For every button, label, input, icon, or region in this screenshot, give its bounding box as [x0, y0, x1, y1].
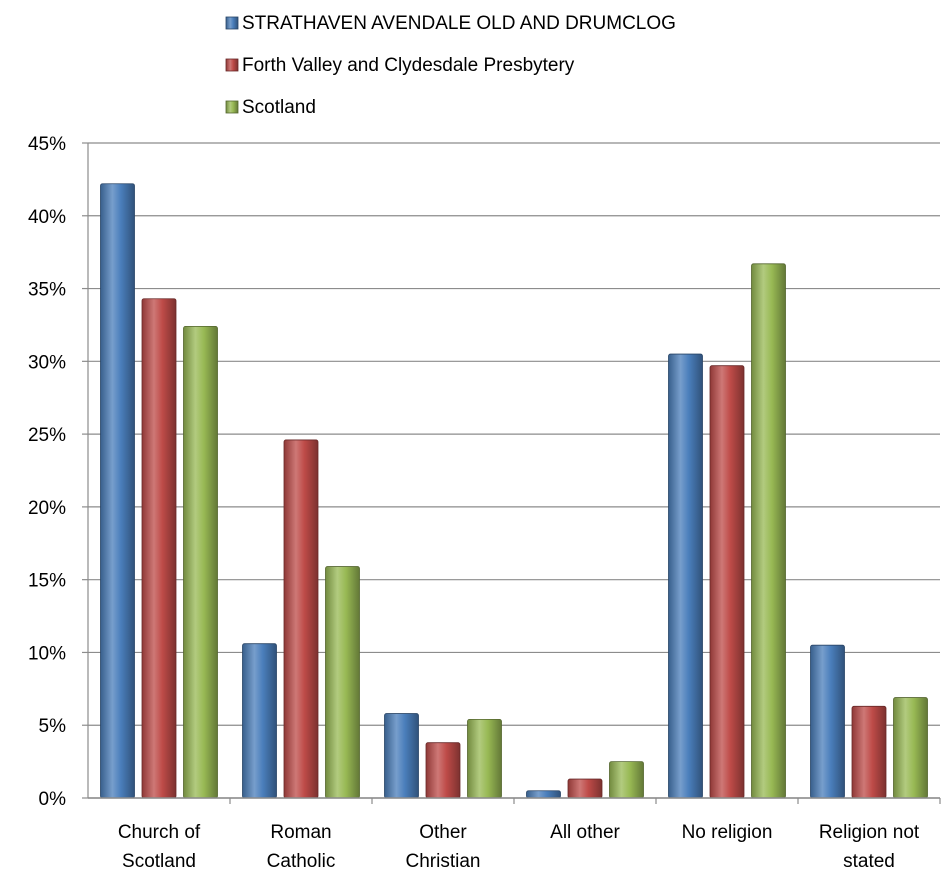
x-tick-label: Religion not	[819, 822, 920, 843]
gridlines	[88, 142, 940, 799]
y-axis: 0% 5% 10% 15% 20% 25% 30% 35% 40% 45%	[28, 134, 89, 810]
bar	[425, 742, 461, 799]
bar	[609, 761, 644, 799]
bars	[100, 183, 928, 799]
bar	[141, 298, 177, 799]
x-tick-label: Other	[419, 822, 467, 843]
bar	[751, 263, 786, 799]
bar	[283, 439, 319, 799]
bar	[851, 705, 887, 799]
x-axis: Church of Scotland Roman Catholic Other Chris…	[88, 797, 941, 872]
y-tick-label: 15%	[28, 571, 66, 592]
bar	[810, 644, 845, 799]
y-tick-label: 45%	[28, 134, 66, 155]
y-tick-label: 20%	[28, 498, 66, 519]
x-tick-label: No religion	[682, 822, 773, 843]
x-tick-label: Scotland	[122, 851, 196, 872]
x-tick-label: Christian	[406, 851, 481, 872]
legend-swatch	[225, 58, 239, 72]
x-tick-label: Catholic	[267, 851, 336, 872]
bar	[567, 778, 603, 799]
bar	[668, 353, 703, 799]
x-tick-label: Roman	[270, 822, 331, 843]
x-tick-label: All other	[550, 822, 620, 843]
legend-label: STRATHAVEN AVENDALE OLD AND DRUMCLOG	[242, 13, 676, 34]
bar	[242, 643, 277, 799]
y-tick-label: 25%	[28, 425, 66, 446]
y-tick-label: 30%	[28, 352, 66, 373]
x-tick-label: stated	[843, 851, 895, 872]
legend: STRATHAVEN AVENDALE OLD AND DRUMCLOG Fort…	[225, 13, 676, 118]
y-tick-label: 35%	[28, 280, 66, 301]
y-tick-label: 10%	[28, 643, 66, 664]
bar	[709, 365, 745, 799]
bar	[384, 713, 419, 799]
y-tick-label: 0%	[39, 789, 67, 810]
legend-swatch	[225, 16, 239, 30]
bar	[893, 697, 928, 799]
x-tick-label: Church of	[118, 822, 201, 843]
bar	[183, 325, 218, 799]
bar	[325, 566, 360, 799]
y-tick-label: 40%	[28, 207, 66, 228]
y-tick-label: 5%	[39, 716, 67, 737]
legend-swatch	[225, 100, 239, 114]
bar	[526, 790, 561, 799]
legend-label: Forth Valley and Clydesdale Presbytery	[242, 55, 575, 76]
bar	[100, 183, 135, 799]
legend-label: Scotland	[242, 97, 316, 118]
bar	[467, 719, 502, 799]
